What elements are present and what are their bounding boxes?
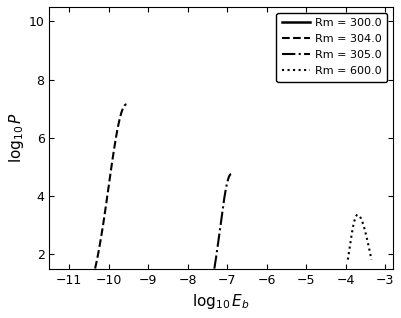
X-axis label: $\log_{10} E_b$: $\log_{10} E_b$	[192, 292, 249, 311]
Y-axis label: $\log_{10} P$: $\log_{10} P$	[7, 112, 26, 163]
Legend: Rm = 300.0, Rm = 304.0, Rm = 305.0, Rm = 600.0: Rm = 300.0, Rm = 304.0, Rm = 305.0, Rm =…	[275, 12, 387, 82]
